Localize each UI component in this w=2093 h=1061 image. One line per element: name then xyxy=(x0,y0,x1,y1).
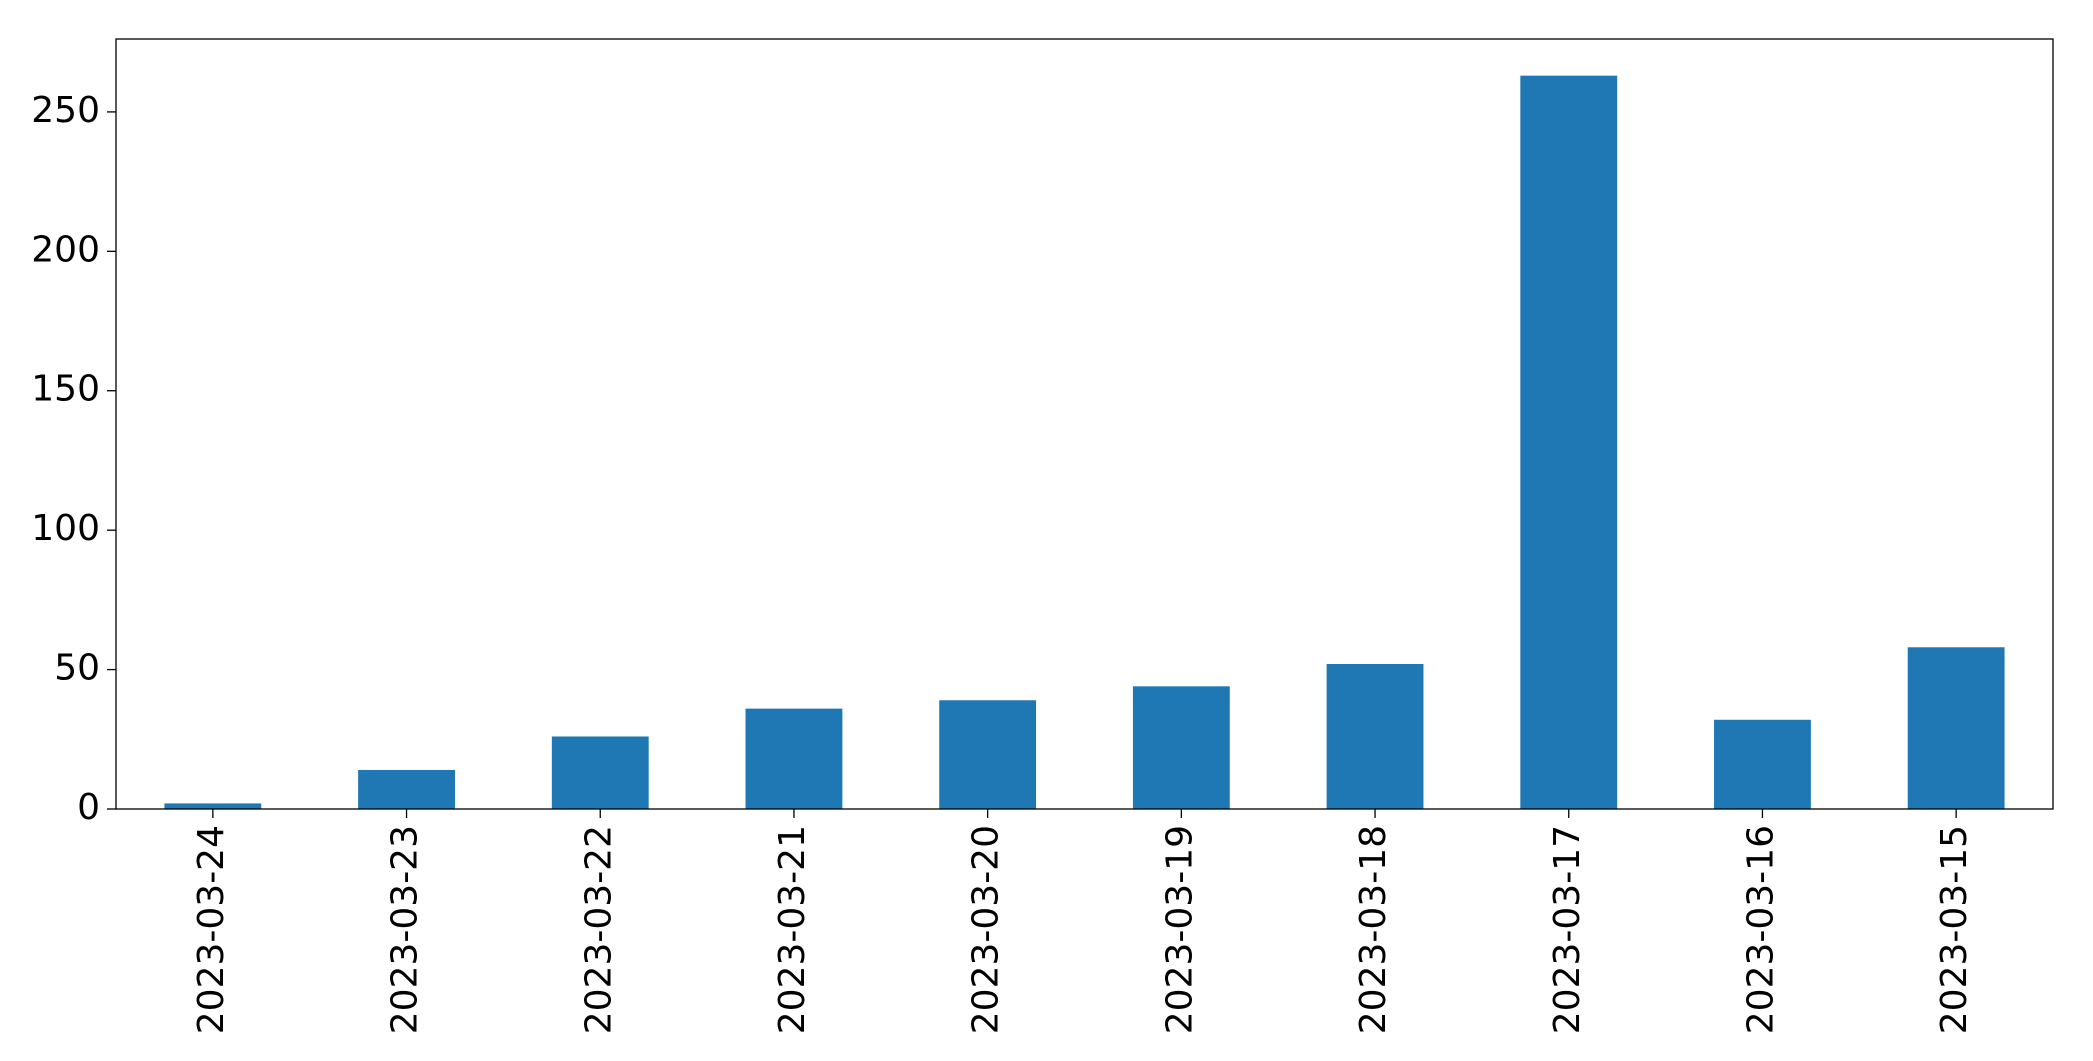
bar xyxy=(1326,664,1424,809)
bar xyxy=(1907,647,2005,809)
bar xyxy=(939,700,1037,809)
bar xyxy=(1132,686,1230,809)
bar xyxy=(1520,75,1618,809)
y-tick-label: 250 xyxy=(31,90,100,131)
y-tick-label: 150 xyxy=(31,369,100,410)
y-tick-label: 200 xyxy=(31,229,100,270)
x-tick-label: 2023-03-17 xyxy=(1547,825,1588,1034)
bar xyxy=(164,803,262,809)
y-tick-label: 0 xyxy=(77,787,100,828)
bar xyxy=(551,736,649,809)
x-tick-label: 2023-03-24 xyxy=(191,825,232,1034)
y-tick-label: 100 xyxy=(31,508,100,549)
x-tick-label: 2023-03-15 xyxy=(1934,825,1975,1034)
bar xyxy=(358,769,455,809)
x-tick-label: 2023-03-19 xyxy=(1159,825,1200,1034)
plot-frame xyxy=(115,38,2054,810)
x-tick-label: 2023-03-20 xyxy=(966,825,1007,1034)
x-tick-label: 2023-03-16 xyxy=(1740,825,1781,1034)
x-tick-label: 2023-03-23 xyxy=(385,825,426,1034)
y-tick-label: 50 xyxy=(54,648,100,689)
bar xyxy=(745,708,843,809)
x-tick-label: 2023-03-22 xyxy=(578,825,619,1034)
bar xyxy=(1714,719,1811,809)
x-tick-label: 2023-03-21 xyxy=(772,825,813,1034)
x-tick-label: 2023-03-18 xyxy=(1353,825,1394,1034)
